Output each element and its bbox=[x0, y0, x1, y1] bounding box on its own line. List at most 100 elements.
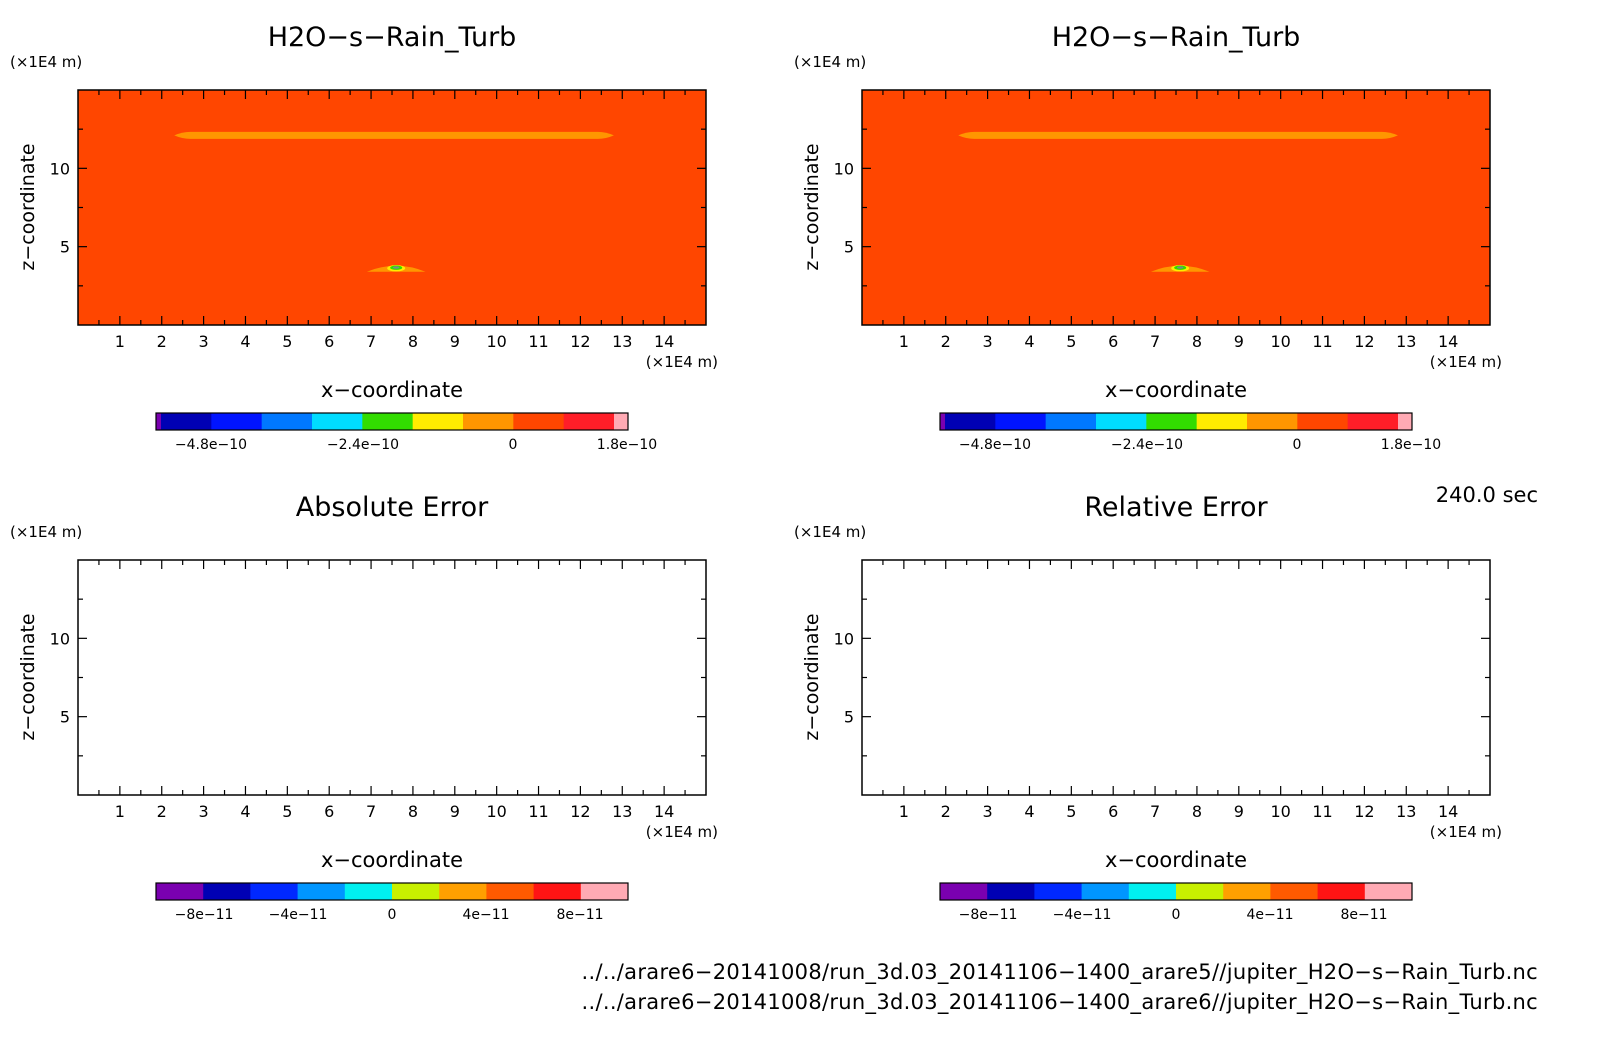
x-tick-label: 13 bbox=[1396, 332, 1416, 351]
colorbar-bin bbox=[412, 413, 464, 430]
colorbar: −4.8e−10 −2.4e−10 0 1.8e−10 bbox=[939, 412, 1441, 453]
cloud-layer bbox=[174, 131, 614, 139]
x-tick-label: 11 bbox=[1312, 802, 1332, 821]
x-tick-label: 4 bbox=[1024, 332, 1034, 351]
y-tick-label: 10 bbox=[50, 629, 70, 648]
cloud-blob-center bbox=[1176, 266, 1184, 269]
x-tick-label: 1 bbox=[899, 802, 909, 821]
colorbar-bin bbox=[945, 413, 996, 430]
x-axis-label: x−coordinate bbox=[321, 848, 463, 872]
x-tick-label: 11 bbox=[528, 332, 548, 351]
x-tick-label: 13 bbox=[612, 802, 632, 821]
colorbar-bin bbox=[1398, 413, 1412, 430]
colorbar-bin bbox=[261, 413, 313, 430]
colorbar: −8e−11 −4e−11 0 4e−11 8e−11 bbox=[939, 882, 1413, 923]
colorbar-bin bbox=[1347, 413, 1399, 430]
field-fill bbox=[78, 90, 706, 325]
y-unit-label: (×1E4 m) bbox=[10, 53, 82, 71]
colorbar-bin bbox=[250, 883, 299, 900]
colorbar-frame bbox=[155, 412, 629, 431]
x-tick-label: 9 bbox=[450, 332, 460, 351]
colorbar-bin bbox=[1146, 413, 1198, 430]
plot-frame bbox=[861, 559, 1491, 796]
colorbar-tick-label: −4e−11 bbox=[269, 907, 328, 923]
panel-title: Absolute Error bbox=[296, 492, 489, 523]
colorbar-bin bbox=[1128, 883, 1177, 900]
colorbar-bin bbox=[1196, 413, 1248, 430]
colorbar-bin bbox=[1176, 883, 1224, 900]
colorbar-tick-label: −4.8e−10 bbox=[959, 437, 1031, 453]
x-unit-label: (×1E4 m) bbox=[646, 823, 718, 841]
x-tick-label: 4 bbox=[240, 332, 250, 351]
y-tick-label: 5 bbox=[60, 708, 70, 727]
colorbar-bin bbox=[1081, 883, 1130, 900]
colorbar-bin bbox=[463, 413, 514, 430]
x-tick-label: 3 bbox=[983, 802, 993, 821]
x-tick-label: 6 bbox=[1108, 802, 1118, 821]
colorbar-bin bbox=[987, 883, 1035, 900]
x-unit-label: (×1E4 m) bbox=[646, 353, 718, 371]
colorbar-frame bbox=[939, 412, 1413, 431]
x-tick-label: 3 bbox=[199, 802, 209, 821]
colorbar-tick-label: −8e−11 bbox=[959, 907, 1018, 923]
colorbar-bin bbox=[940, 883, 988, 900]
colorbar-bin bbox=[1223, 883, 1271, 900]
colorbar-tick-label: −2.4e−10 bbox=[1111, 437, 1183, 453]
x-unit-label: (×1E4 m) bbox=[1430, 353, 1502, 371]
x-unit-label: (×1E4 m) bbox=[1430, 823, 1502, 841]
colorbar-bin bbox=[156, 883, 204, 900]
y-tick-label: 5 bbox=[844, 238, 854, 257]
x-tick-label: 3 bbox=[199, 332, 209, 351]
x-tick-label: 12 bbox=[570, 802, 590, 821]
x-tick-label: 1 bbox=[115, 332, 125, 351]
x-tick-label: 2 bbox=[157, 332, 167, 351]
colorbar-bin bbox=[1034, 883, 1083, 900]
colorbar-bin bbox=[1317, 883, 1366, 900]
colorbar-bin bbox=[486, 883, 535, 900]
x-axis-label: x−coordinate bbox=[1105, 378, 1247, 402]
panel-abs-error: Absolute Error (×1E4 m) (×1E4 m) x−coordina… bbox=[10, 492, 718, 923]
time-label: 240.0 sec bbox=[1435, 483, 1538, 507]
y-tick-label: 10 bbox=[834, 159, 854, 178]
colorbar-tick-label: 1.8e−10 bbox=[1381, 437, 1441, 453]
x-tick-label: 2 bbox=[941, 802, 951, 821]
colorbar-tick-label: 0 bbox=[388, 907, 397, 923]
x-tick-label: 14 bbox=[1438, 332, 1458, 351]
colorbar-tick-label: 0 bbox=[509, 437, 518, 453]
colorbar-frame bbox=[155, 882, 629, 901]
x-tick-label: 10 bbox=[486, 332, 506, 351]
x-tick-label: 8 bbox=[1192, 802, 1202, 821]
y-tick-label: 5 bbox=[844, 708, 854, 727]
x-tick-label: 12 bbox=[570, 332, 590, 351]
colorbar-tick-label: 8e−11 bbox=[556, 907, 603, 923]
x-tick-label: 9 bbox=[1234, 332, 1244, 351]
x-tick-label: 14 bbox=[654, 332, 674, 351]
colorbar: −4.8e−10 −2.4e−10 0 1.8e−10 bbox=[155, 412, 657, 453]
colorbar-tick-label: 1.8e−10 bbox=[597, 437, 657, 453]
colorbar-tick-label: −4e−11 bbox=[1053, 907, 1112, 923]
x-tick-label: 7 bbox=[366, 332, 376, 351]
colorbar-bin bbox=[614, 413, 628, 430]
x-tick-label: 6 bbox=[1108, 332, 1118, 351]
colorbar-tick-label: −8e−11 bbox=[175, 907, 234, 923]
y-unit-label: (×1E4 m) bbox=[794, 53, 866, 71]
colorbar-bin bbox=[156, 413, 161, 430]
colorbar-bin bbox=[940, 413, 945, 430]
panel-title: Relative Error bbox=[1084, 492, 1268, 523]
colorbar-frame bbox=[939, 882, 1413, 901]
x-tick-label: 7 bbox=[1150, 802, 1160, 821]
colorbar-bin bbox=[1096, 413, 1147, 430]
x-tick-label: 2 bbox=[157, 802, 167, 821]
y-axis-label: z−coordinate bbox=[801, 613, 823, 740]
y-axis-label: z−coordinate bbox=[17, 613, 39, 740]
colorbar-tick-label: −2.4e−10 bbox=[327, 437, 399, 453]
x-tick-label: 5 bbox=[1066, 802, 1076, 821]
colorbar-tick-label: 8e−11 bbox=[1340, 907, 1387, 923]
y-tick-label: 5 bbox=[60, 238, 70, 257]
x-axis-label: x−coordinate bbox=[321, 378, 463, 402]
x-tick-label: 5 bbox=[1066, 332, 1076, 351]
colorbar-bin bbox=[203, 883, 251, 900]
panel-title: H2O−s−Rain_Turb bbox=[1052, 22, 1301, 53]
panel-title: H2O−s−Rain_Turb bbox=[268, 22, 517, 53]
